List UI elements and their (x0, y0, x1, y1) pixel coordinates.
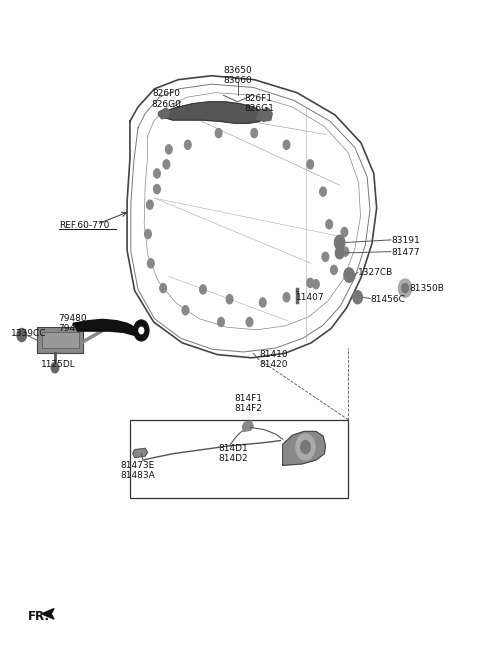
Circle shape (312, 280, 319, 289)
Text: 1125DL: 1125DL (41, 360, 76, 369)
Text: 83191: 83191 (392, 236, 420, 245)
Circle shape (51, 363, 59, 373)
Circle shape (147, 259, 154, 268)
Circle shape (336, 247, 344, 259)
Circle shape (402, 284, 408, 292)
Circle shape (139, 327, 144, 334)
Text: REF.60-770: REF.60-770 (59, 221, 109, 230)
Text: 81477: 81477 (392, 248, 420, 257)
Circle shape (296, 434, 315, 460)
Circle shape (184, 140, 191, 149)
Circle shape (341, 227, 348, 237)
Circle shape (283, 140, 290, 149)
Text: 81473E
81483A: 81473E 81483A (120, 461, 155, 480)
Circle shape (154, 169, 160, 178)
Circle shape (146, 200, 153, 210)
Circle shape (182, 306, 189, 315)
Text: 11407: 11407 (296, 293, 324, 302)
Polygon shape (42, 608, 54, 619)
Text: 1339CC: 1339CC (12, 329, 47, 338)
Circle shape (200, 285, 206, 294)
Text: 814D1
814D2: 814D1 814D2 (219, 444, 249, 463)
Polygon shape (158, 108, 170, 119)
Circle shape (342, 247, 348, 256)
Circle shape (246, 317, 253, 327)
Circle shape (335, 235, 345, 250)
Text: 814F1
814F2: 814F1 814F2 (234, 394, 262, 413)
Circle shape (154, 185, 160, 194)
Circle shape (307, 160, 313, 169)
Polygon shape (257, 108, 272, 122)
Polygon shape (160, 102, 263, 124)
Circle shape (134, 320, 149, 341)
Circle shape (216, 129, 222, 137)
Circle shape (144, 229, 151, 238)
Bar (130, 420, 348, 498)
Text: 826F0
826G0: 826F0 826G0 (152, 89, 181, 109)
Circle shape (307, 279, 313, 288)
Circle shape (398, 279, 412, 297)
Circle shape (322, 252, 329, 261)
Bar (37, 327, 84, 353)
Circle shape (218, 317, 224, 327)
Bar (42, 332, 79, 348)
Polygon shape (73, 319, 138, 336)
Circle shape (320, 187, 326, 196)
Text: 81350B: 81350B (410, 284, 445, 292)
Circle shape (353, 290, 362, 304)
Circle shape (166, 145, 172, 154)
Text: 79480
79490: 79480 79490 (59, 313, 87, 333)
Circle shape (260, 298, 266, 307)
Circle shape (331, 265, 337, 275)
Circle shape (251, 129, 258, 137)
Text: 81410
81420: 81410 81420 (259, 350, 288, 369)
Circle shape (226, 294, 233, 304)
Circle shape (17, 328, 26, 342)
Text: 81456C: 81456C (371, 295, 405, 304)
Circle shape (326, 219, 333, 229)
Circle shape (160, 284, 167, 292)
Polygon shape (133, 448, 147, 457)
Text: FR.: FR. (27, 610, 49, 623)
Polygon shape (283, 432, 325, 465)
Text: 1327CB: 1327CB (358, 268, 393, 277)
Polygon shape (242, 421, 253, 432)
Text: 826F1
826G1: 826F1 826G1 (245, 94, 275, 114)
Circle shape (163, 160, 170, 169)
Circle shape (283, 292, 290, 302)
Text: 83650
83660: 83650 83660 (223, 66, 252, 85)
Circle shape (301, 441, 310, 453)
Circle shape (344, 268, 354, 283)
